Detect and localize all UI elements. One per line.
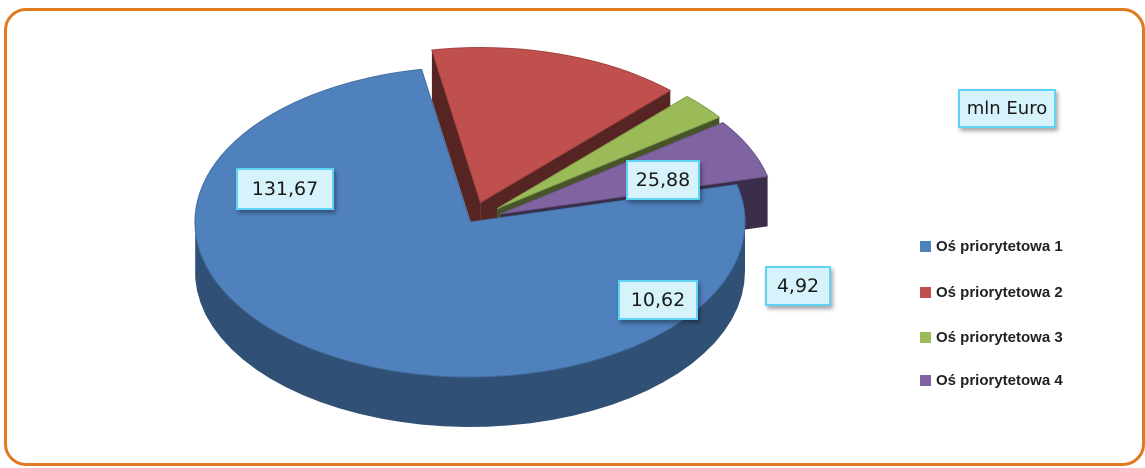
slice-1 [194,68,746,378]
data-label-2: 25,88 [626,160,700,200]
slice-2 [431,47,672,204]
legend-label-2: Oś priorytetowa 2 [936,283,1063,301]
slice-2-wall-1 [431,50,481,253]
data-label-3: 4,92 [765,266,831,306]
legend-swatch-1 [920,240,931,252]
legend-item-1: Oś priorytetowa 1 [920,236,1063,256]
legend-swatch-2 [920,286,931,298]
legend-swatch-3 [920,331,931,343]
slice-1-rim [195,215,745,427]
legend-item-3: Oś priorytetowa 3 [920,327,1063,347]
unit-label: mln Euro [958,89,1056,128]
data-label-4: 10,62 [618,280,698,320]
legend-label-3: Oś priorytetowa 3 [936,328,1063,346]
legend-label-1: Oś priorytetowa 1 [936,237,1063,255]
legend-label-4: Oś priorytetowa 4 [936,371,1063,389]
slice-3 [496,95,721,210]
legend-swatch-4 [920,374,931,386]
legend-item-4: Oś priorytetowa 4 [920,370,1063,390]
data-label-1: 131,67 [236,168,334,210]
legend-item-2: Oś priorytetowa 2 [920,282,1063,302]
